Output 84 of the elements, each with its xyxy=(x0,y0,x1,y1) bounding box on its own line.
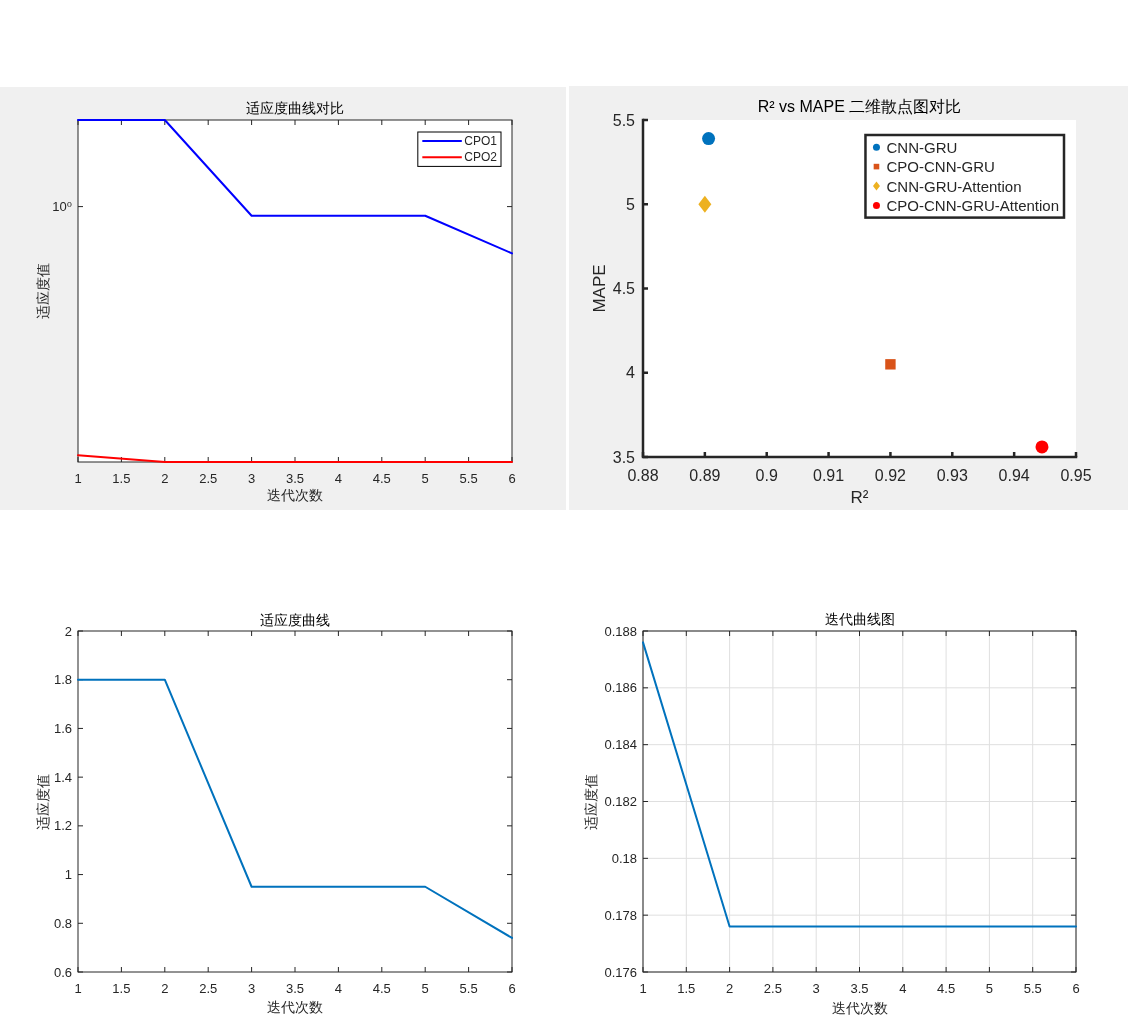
x-tick-label: 0.95 xyxy=(1060,466,1092,484)
x-tick-label: 0.92 xyxy=(874,466,907,484)
x-axis-title: 迭代次数 xyxy=(831,1000,888,1016)
x-tick-label: 6 xyxy=(1072,980,1080,996)
x-tick-label: 1 xyxy=(639,980,647,996)
x-tick-label: 0.9 xyxy=(755,466,778,484)
x-tick-label: 3 xyxy=(247,980,256,996)
y-tick-label: 0.8 xyxy=(53,915,72,931)
y-tick-label: 3.5 xyxy=(612,448,636,466)
y-tick-label: 0.6 xyxy=(53,964,72,980)
x-tick-label: 5 xyxy=(985,980,994,996)
x-tick-label: 5 xyxy=(421,470,429,486)
x-axis-title: R² xyxy=(850,487,869,507)
legend-label: CPO-CNN-GRU-Attention xyxy=(886,196,1059,214)
x-tick-label: 0.91 xyxy=(813,466,845,484)
x-tick-label: 3.5 xyxy=(850,980,869,996)
chart-title: R² vs MAPE 二维散点图对比 xyxy=(757,97,962,115)
point xyxy=(702,132,716,146)
x-tick-label: 3 xyxy=(247,470,256,486)
y-axis-title: MAPE xyxy=(589,264,609,313)
y-tick-label: 1 xyxy=(64,867,72,883)
y-tick-label: 0.178 xyxy=(604,907,637,923)
y-tick-label: 0.184 xyxy=(604,737,637,753)
x-tick-label: 5.5 xyxy=(1023,980,1042,996)
y-tick-label: 0.186 xyxy=(604,680,637,696)
legend-label: CPO1 xyxy=(464,134,498,149)
y-tick-label: 1.4 xyxy=(53,769,72,785)
y-tick-label: 4.5 xyxy=(612,280,636,297)
x-tick-label: 2.5 xyxy=(199,470,218,486)
x-tick-label: 4.5 xyxy=(937,980,956,996)
x-tick-label: 4 xyxy=(334,980,343,996)
x-tick-label: 2.5 xyxy=(763,980,782,996)
legend-label: CNN-GRU xyxy=(886,138,958,156)
x-tick-label: 5 xyxy=(421,980,429,996)
x-axis-title: 迭代次数 xyxy=(267,487,323,503)
y-tick-label: 0.18 xyxy=(611,850,637,866)
chart-title: 迭代曲线图 xyxy=(824,611,895,627)
y-tick-label: 5 xyxy=(626,195,636,213)
x-tick-label: 2 xyxy=(161,980,169,996)
x-tick-label: 0.93 xyxy=(936,466,968,484)
x-tick-label: 3 xyxy=(812,980,820,996)
x-tick-label: 0.88 xyxy=(627,466,659,484)
legend-label: CPO-CNN-GRU xyxy=(886,158,995,176)
x-tick-label: 4.5 xyxy=(372,470,391,486)
x-tick-label: 4.5 xyxy=(372,980,391,996)
y-axis-title: 适应度值 xyxy=(35,773,51,830)
y-tick-label: 1.2 xyxy=(53,818,72,834)
x-tick-label: 4 xyxy=(334,470,343,486)
y-tick-label: 1.6 xyxy=(53,720,72,736)
y-tick-label: 0.176 xyxy=(604,964,637,980)
y-tick-label: 2 xyxy=(64,623,72,639)
x-tick-label: 0.94 xyxy=(998,466,1030,484)
x-tick-label: 4 xyxy=(899,980,907,996)
x-tick-label: 1.5 xyxy=(112,470,131,486)
x-tick-label: 6 xyxy=(508,980,516,996)
y-tick-label: 1.8 xyxy=(53,672,72,688)
x-tick-label: 5.5 xyxy=(459,470,478,486)
y-tick-label: 0.188 xyxy=(604,623,637,639)
x-tick-label: 5.5 xyxy=(459,980,478,996)
chart-title: 适应度曲线 xyxy=(260,612,330,628)
chart-title: 适应度曲线对比 xyxy=(246,100,344,116)
legend-label: CPO2 xyxy=(464,150,498,165)
x-tick-label: 3.5 xyxy=(285,470,305,486)
x-tick-label: 1 xyxy=(74,980,82,996)
text: 10⁰ xyxy=(52,199,72,215)
point xyxy=(698,195,712,213)
y-tick-label: 4 xyxy=(626,364,636,382)
x-tick-label: 2.5 xyxy=(199,980,218,996)
legend-label: CNN-GRU-Attention xyxy=(886,177,1022,195)
x-tick-label: 1.5 xyxy=(112,980,131,996)
x-tick-label: 0.89 xyxy=(689,466,721,484)
x-tick-label: 2 xyxy=(725,980,734,996)
x-tick-label: 1 xyxy=(74,470,82,486)
point xyxy=(885,359,896,370)
x-tick-label: 2 xyxy=(161,470,169,486)
point xyxy=(1035,440,1049,454)
y-tick-label: 0.182 xyxy=(604,794,637,809)
y-axis-title: 适应度值 xyxy=(583,773,599,830)
y-axis-title: 适应度值 xyxy=(35,263,51,319)
x-tick-label: 6 xyxy=(508,470,516,486)
y-tick-label: 5.5 xyxy=(612,111,636,129)
x-tick-label: 1.5 xyxy=(677,980,696,996)
x-tick-label: 3.5 xyxy=(285,980,305,996)
x-axis-title: 迭代次数 xyxy=(267,999,323,1015)
